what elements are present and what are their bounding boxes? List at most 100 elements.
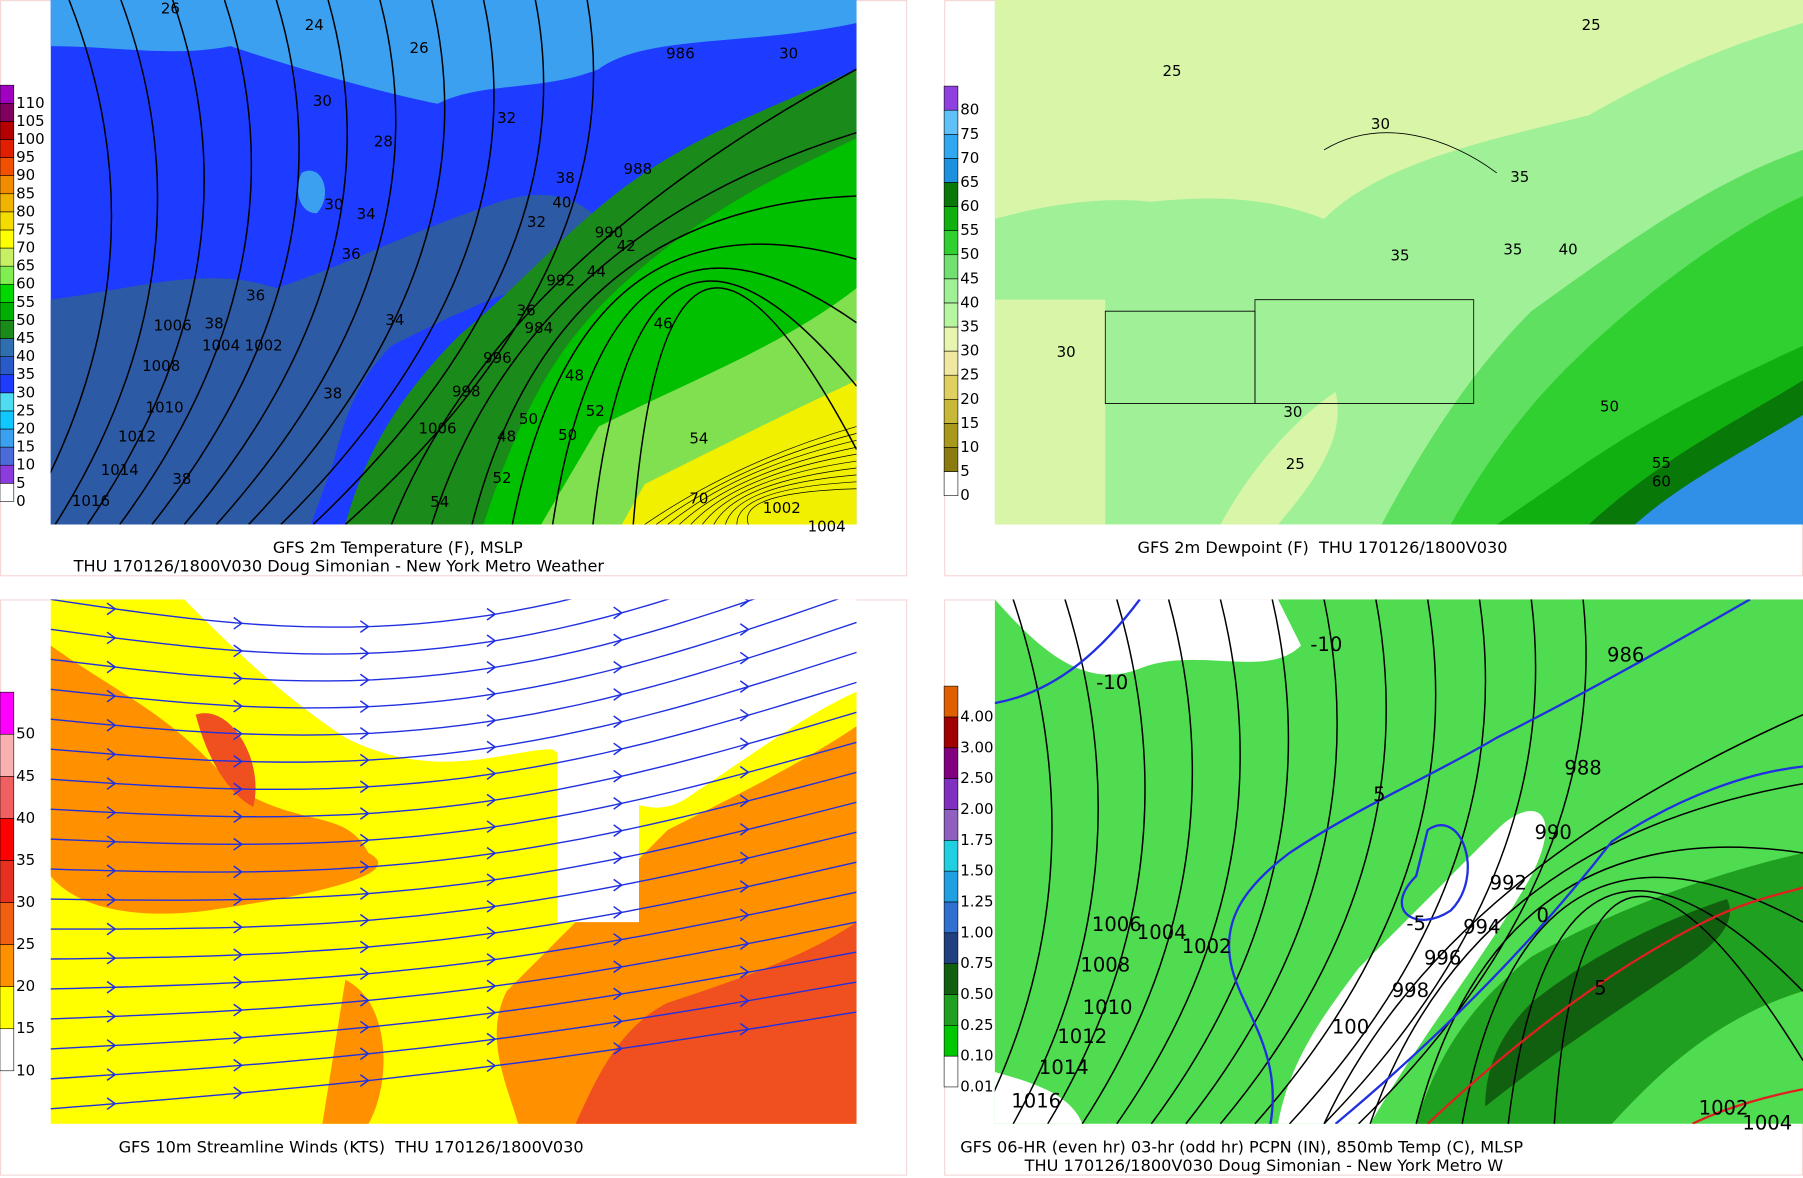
- colorbar-label: 20: [960, 390, 979, 408]
- contour-label: -10: [1310, 633, 1342, 656]
- contour-label: 992: [1490, 872, 1527, 895]
- contour-label: 5: [1594, 976, 1606, 999]
- contour-line: [50, 1011, 857, 1110]
- colorbar-label: 40: [960, 293, 979, 311]
- streamline-arrow: [613, 633, 624, 647]
- contour-label: 46: [654, 314, 673, 332]
- streamline-arrow: [359, 700, 370, 714]
- contour-label: 25: [1582, 16, 1601, 34]
- streamline-arrow: [106, 835, 117, 849]
- contour-label: 1016: [1011, 1089, 1061, 1112]
- streamline-arrow: [233, 837, 244, 851]
- colorbar-label: 60: [16, 275, 35, 293]
- colorbar-label: 30: [16, 893, 35, 911]
- streamline-arrow: [739, 994, 750, 1008]
- contour-label: 32: [497, 109, 516, 127]
- streamline-arrow: [486, 1059, 497, 1073]
- colorbar-box: [0, 410, 15, 430]
- contour-label: 1008: [1080, 953, 1130, 976]
- contour-label: 34: [385, 311, 404, 329]
- contour-line: [713, 467, 857, 525]
- colorbar-label: 2.50: [960, 769, 993, 787]
- streamline-arrow: [486, 820, 497, 834]
- contour-line: [54, 0, 159, 525]
- colorbar-box: [943, 963, 959, 995]
- colorbar-label: 40: [16, 347, 35, 365]
- streamline-arrow: [233, 1086, 244, 1100]
- contour-label: 990: [595, 223, 624, 241]
- contour-label: 1012: [118, 427, 156, 445]
- contour-line: [1400, 824, 1469, 921]
- colorbar-box: [943, 809, 959, 841]
- colorbar-label: 80: [960, 101, 979, 119]
- streamline-arrow: [359, 646, 370, 660]
- streamline-arrow: [739, 737, 750, 751]
- contour-label: 35: [1510, 168, 1529, 186]
- streamline-arrow: [739, 851, 750, 865]
- contour-line: [679, 446, 857, 525]
- contour-label: 30: [324, 196, 343, 214]
- colorbar-box: [943, 870, 959, 903]
- streamline-arrow: [359, 833, 370, 847]
- contour-label: 30: [1283, 403, 1302, 421]
- colorbar-label: 40: [16, 809, 35, 827]
- colorbar-box: [943, 839, 959, 872]
- colorbar-box: [943, 182, 959, 207]
- colorbar-label: 4.00: [960, 707, 993, 725]
- colorbar-label: 0: [960, 486, 970, 504]
- colorbar-box: [943, 254, 959, 280]
- contour-line: [702, 460, 857, 525]
- contour-label: 28: [374, 132, 393, 150]
- contour-label: 40: [1559, 241, 1578, 259]
- colorbar-label: 110: [16, 94, 45, 112]
- contour-line: [86, 0, 205, 525]
- contour-label: 998: [452, 382, 481, 400]
- streamline-arrow: [486, 873, 497, 887]
- streamline-arrow: [613, 660, 624, 674]
- colorbar-box: [0, 392, 15, 412]
- contour-label: 50: [1600, 397, 1619, 415]
- streamline-arrow: [486, 793, 497, 807]
- map: [50, 599, 857, 1124]
- colorbar-label: 1.00: [960, 923, 993, 941]
- contour-line: [1254, 599, 1437, 1124]
- colorbar-label: 0.10: [960, 1047, 993, 1065]
- streamline-arrow: [486, 1032, 497, 1046]
- streamline-arrow: [613, 688, 624, 701]
- contour-line: [511, 243, 857, 525]
- contour-line: [344, 0, 595, 525]
- colorbar-label: 50: [16, 311, 35, 329]
- colorbar-box: [943, 447, 959, 472]
- fill-region: [994, 0, 1803, 220]
- colorbar-box: [943, 1024, 959, 1057]
- colorbar-label: 95: [16, 148, 35, 166]
- contour-label: 996: [483, 349, 512, 367]
- streamline-arrow: [486, 634, 497, 648]
- contour-line: [50, 801, 857, 901]
- streamline-arrow: [739, 880, 750, 893]
- streamline-arrow: [106, 777, 117, 790]
- colorbar-label: 70: [960, 149, 979, 167]
- streamline-arrow: [233, 865, 244, 879]
- streamline-arrow: [486, 926, 497, 940]
- streamline-arrow: [613, 878, 624, 892]
- colorbar-label: 10: [16, 1061, 35, 1079]
- streamline-arrow: [233, 893, 244, 906]
- contour-line: [183, 0, 348, 525]
- streamline-arrow: [359, 807, 370, 820]
- streamline-arrow: [106, 660, 117, 674]
- contour-label: 70: [689, 490, 708, 508]
- map: [50, 0, 857, 525]
- contour-line: [248, 0, 446, 525]
- streamline-arrow: [613, 742, 624, 756]
- colorbar-box: [0, 121, 15, 140]
- contour-line: [1012, 599, 1099, 1124]
- streamline-arrow: [739, 965, 750, 979]
- contour-label: 30: [1057, 343, 1076, 361]
- colorbar-label: 3.00: [960, 738, 993, 756]
- colorbar-box: [0, 139, 15, 158]
- contour-label: 30: [779, 45, 798, 63]
- colorbar-label: 45: [16, 329, 35, 347]
- colorbar-box: [0, 302, 15, 321]
- contour-label: 36: [246, 287, 265, 305]
